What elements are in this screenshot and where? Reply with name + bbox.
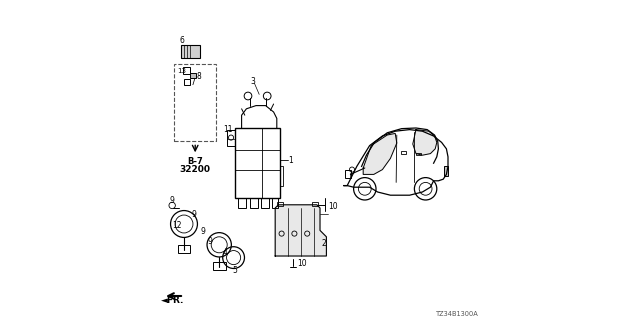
- Text: 5: 5: [232, 266, 237, 275]
- Bar: [277, 202, 284, 206]
- Bar: [183, 67, 190, 74]
- Polygon shape: [364, 133, 397, 174]
- Bar: [416, 153, 421, 155]
- Text: 9: 9: [170, 196, 175, 204]
- Text: 8: 8: [197, 72, 202, 81]
- Bar: [181, 45, 200, 58]
- Bar: [261, 198, 269, 208]
- Text: 6: 6: [180, 36, 185, 44]
- Bar: [227, 130, 236, 146]
- Bar: [178, 245, 191, 253]
- Bar: [239, 198, 246, 208]
- Bar: [312, 202, 319, 206]
- Bar: [444, 166, 448, 176]
- Text: 4: 4: [223, 248, 227, 257]
- Bar: [345, 170, 351, 178]
- Bar: [280, 166, 283, 186]
- Text: TZ34B1300A: TZ34B1300A: [436, 311, 479, 317]
- Bar: [184, 79, 189, 85]
- Polygon shape: [413, 130, 437, 155]
- Text: 7: 7: [191, 78, 195, 87]
- Text: 13: 13: [178, 68, 187, 74]
- Bar: [236, 128, 280, 198]
- Bar: [401, 151, 406, 154]
- Text: 9: 9: [201, 228, 206, 236]
- Text: 11: 11: [223, 125, 233, 134]
- Text: 2: 2: [322, 239, 326, 248]
- Text: 32200: 32200: [180, 165, 211, 174]
- Bar: [191, 73, 196, 78]
- Text: B-7: B-7: [188, 157, 203, 166]
- Polygon shape: [275, 205, 326, 256]
- Bar: [174, 64, 216, 141]
- Text: 10: 10: [297, 260, 307, 268]
- Text: 3: 3: [250, 77, 255, 86]
- Text: 9: 9: [191, 210, 196, 219]
- Bar: [250, 198, 258, 208]
- Bar: [272, 198, 278, 208]
- Bar: [212, 262, 226, 270]
- Text: 10: 10: [329, 202, 339, 211]
- Text: 12: 12: [172, 221, 181, 230]
- Text: 1: 1: [289, 156, 293, 164]
- Text: 9: 9: [208, 237, 213, 246]
- Text: ◄FR.: ◄FR.: [161, 296, 184, 305]
